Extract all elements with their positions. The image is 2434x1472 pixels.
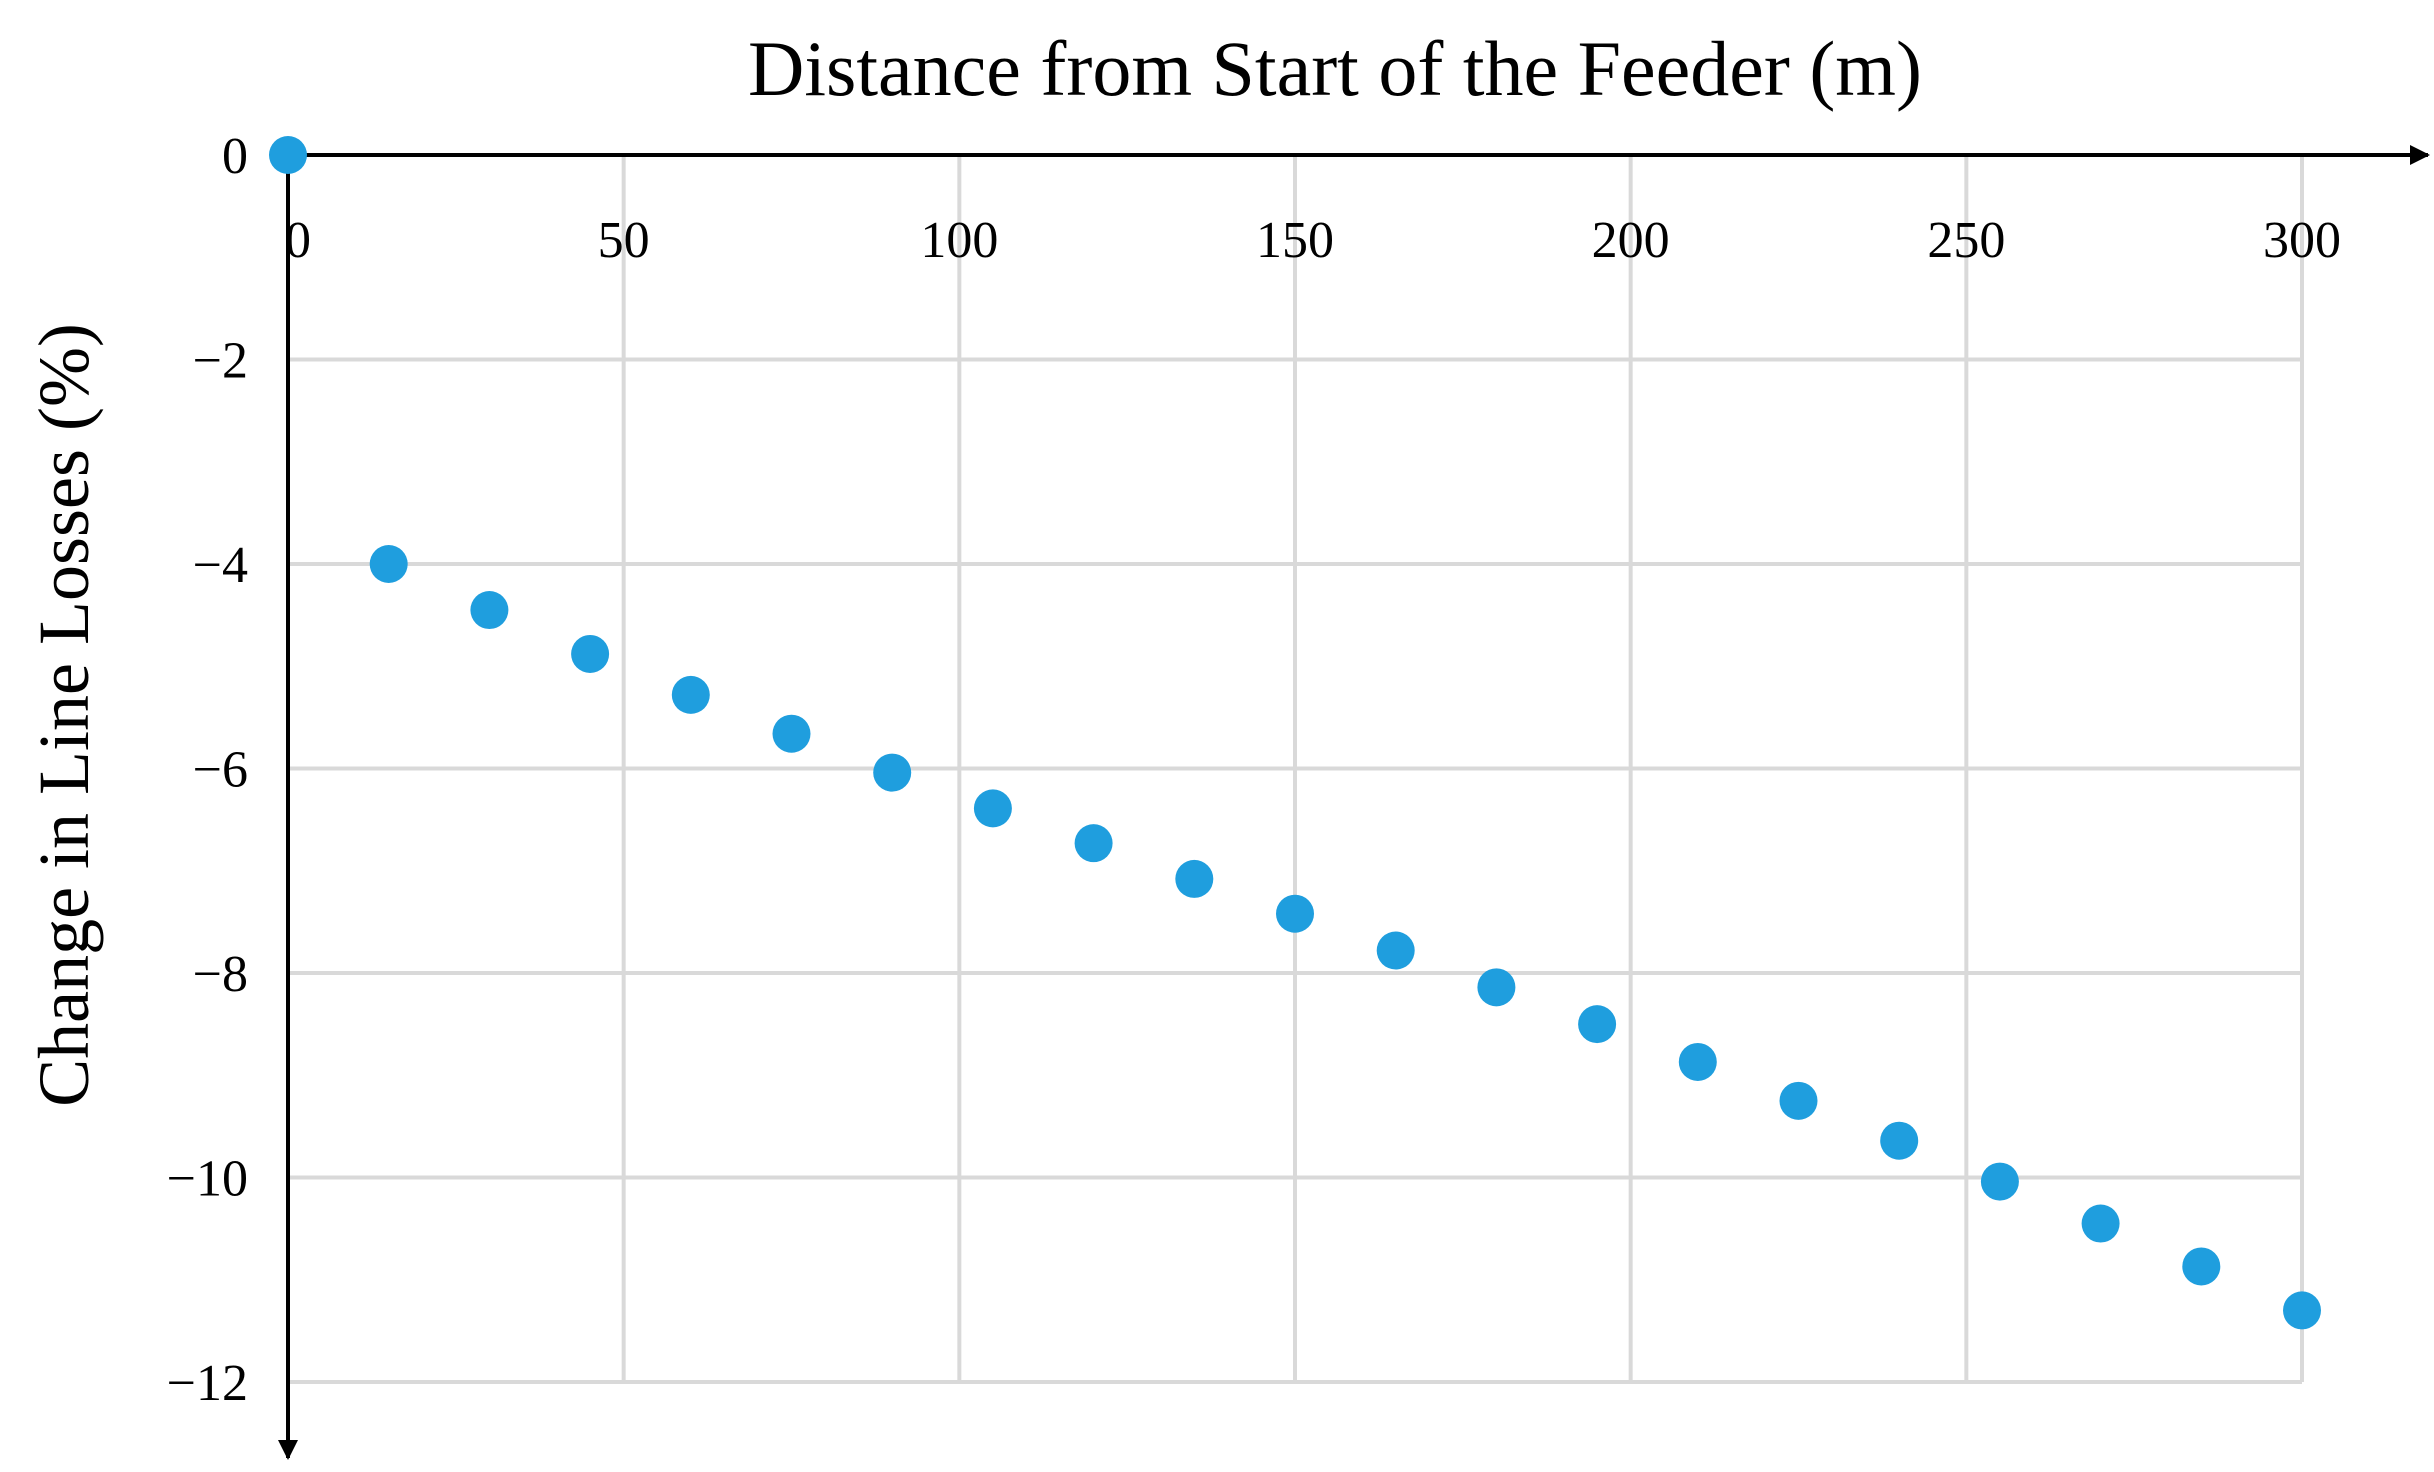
data-point-0-1 — [369, 545, 408, 583]
data-point-0-11 — [1376, 931, 1415, 970]
data-point-0-9 — [1175, 859, 1214, 898]
data-point-0-17 — [1980, 1162, 2019, 1201]
data-point-0-19 — [2182, 1247, 2221, 1286]
x-tick-label-300: 300 — [2263, 212, 2341, 269]
data-points — [269, 136, 2321, 1330]
data-point-0-7 — [973, 789, 1012, 828]
y-tick-label-1: −2 — [193, 333, 248, 390]
y-tick-label-2: −4 — [193, 537, 248, 594]
data-point-0-18 — [2081, 1204, 2120, 1243]
x-tick-label-100: 100 — [920, 212, 998, 269]
data-point-0-5 — [772, 714, 811, 753]
grid-lines — [288, 155, 2304, 1384]
data-point-0-4 — [671, 675, 710, 714]
y-axis-label: Change in Line Losses (%) — [24, 323, 104, 1107]
data-point-0-12 — [1477, 968, 1516, 1007]
tick-labels: 0 50 100 150 200 250 300 0 −2 −4 −6 −8 −10 −12 — [167, 128, 2341, 1412]
x-tick-label-250: 250 — [1927, 212, 2005, 269]
data-point-0-16 — [1880, 1121, 1919, 1160]
data-point-0-10 — [1276, 894, 1314, 933]
y-tick-label-6: −12 — [167, 1355, 248, 1412]
x-tick-label-50: 50 — [598, 212, 650, 269]
data-point-0-14 — [1678, 1042, 1717, 1081]
x-tick-label-0: 0 — [285, 212, 311, 269]
data-point-0-3 — [571, 634, 610, 673]
y-tick-label-4: −8 — [193, 946, 248, 1003]
axes — [278, 145, 2430, 1460]
y-tick-label-0: 0 — [222, 128, 248, 185]
data-point-0-15 — [1779, 1081, 1818, 1120]
x-tick-label-200: 200 — [1592, 212, 1670, 269]
y-tick-label-3: −6 — [193, 742, 248, 799]
chart-title: Distance from Start of the Feeder (m) — [748, 25, 1922, 112]
data-point-0-13 — [1578, 1005, 1617, 1044]
data-point-0-8 — [1074, 824, 1113, 863]
data-point-0-20 — [2283, 1291, 2321, 1330]
data-point-0-6 — [873, 753, 912, 792]
y-tick-label-5: −10 — [167, 1151, 248, 1208]
data-point-0-2 — [470, 591, 509, 630]
x-tick-label-150: 150 — [1256, 212, 1334, 269]
data-point-0-0 — [269, 136, 307, 174]
